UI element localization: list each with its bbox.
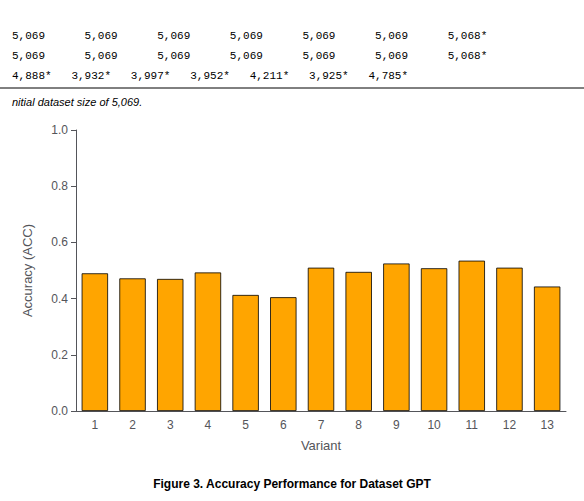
- svg-text:7: 7: [318, 418, 325, 432]
- svg-text:Accuracy (ACC): Accuracy (ACC): [20, 224, 35, 317]
- svg-text:11: 11: [466, 418, 479, 432]
- svg-text:4,888* 3,932* 3,997* 3,9: 4,888* 3,932* 3,997* 3,952* 4,211* 3,925…: [12, 70, 408, 82]
- svg-text:0.6: 0.6: [51, 235, 68, 249]
- svg-text:9: 9: [393, 418, 400, 432]
- svg-text:0.8: 0.8: [51, 179, 68, 193]
- svg-text:Variant: Variant: [301, 438, 342, 453]
- svg-text:12: 12: [503, 418, 517, 432]
- svg-text:8: 8: [355, 418, 362, 432]
- svg-text:0.4: 0.4: [51, 292, 68, 306]
- svg-text:0.0: 0.0: [51, 404, 68, 418]
- svg-text:1: 1: [92, 418, 99, 432]
- svg-text:5,069 5,069 5,069: 5,069 5,069 5,069 5,069 5,069 5,069 5,06…: [12, 30, 487, 42]
- svg-text:6: 6: [280, 418, 287, 432]
- svg-text:nitial dataset size of 5,069.: nitial dataset size of 5,069.: [12, 96, 142, 108]
- svg-text:Figure 3. Accuracy Performance: Figure 3. Accuracy Performance for Datas…: [153, 477, 431, 491]
- svg-text:3: 3: [167, 418, 174, 432]
- svg-text:5: 5: [242, 418, 249, 432]
- svg-text:1.0: 1.0: [51, 123, 68, 137]
- svg-text:0.2: 0.2: [51, 348, 68, 362]
- svg-text:10: 10: [427, 418, 441, 432]
- svg-text:2: 2: [129, 418, 136, 432]
- svg-text:5,069 5,069 5,069: 5,069 5,069 5,069 5,069 5,069 5,069 5,06…: [12, 50, 487, 62]
- svg-text:13: 13: [540, 418, 554, 432]
- svg-text:4: 4: [205, 418, 212, 432]
